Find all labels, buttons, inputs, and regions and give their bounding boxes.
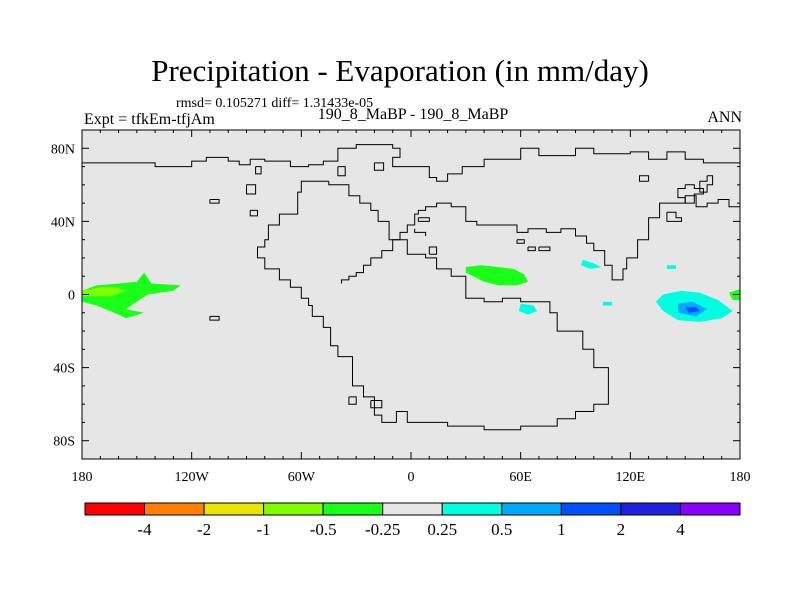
labelbar-label: -4: [137, 520, 152, 539]
labelbar-box: [382, 502, 443, 516]
labelbar-label: -2: [197, 520, 211, 539]
x-tick-label: 120W: [175, 470, 210, 485]
labelbar-label: -1: [257, 520, 271, 539]
coastline-5: [337, 166, 346, 177]
labelbar-box: [620, 502, 681, 516]
season-label: ANN: [707, 109, 742, 126]
x-tick-label: 0: [408, 470, 415, 485]
x-tick-label: 180: [730, 470, 751, 485]
coastline-13: [370, 400, 383, 409]
labelbar-box: [680, 502, 741, 516]
coastline-17: [417, 217, 430, 222]
y-tick-label: 40N: [51, 215, 75, 230]
experiment-label: Expt = tfkEm-tfjAm: [84, 111, 215, 128]
labelbar-label: -0.25: [365, 520, 400, 539]
labelbar-box: [322, 502, 384, 516]
coastline-22: [209, 315, 220, 321]
coastline-7: [255, 166, 262, 175]
map-title: Precipitation - Evaporation (in mm/day): [151, 53, 649, 88]
map-background: [82, 130, 740, 459]
contour-fills: [82, 259, 740, 322]
contour-region-6: [685, 307, 700, 313]
coastline-18: [428, 246, 438, 255]
labelbar-box: [441, 502, 503, 516]
labelbar-label: -0.5: [310, 520, 337, 539]
contour-region-7: [518, 303, 538, 315]
y-tick-label: 80S: [53, 435, 75, 450]
coastline-20: [527, 246, 536, 252]
coastline-2: [677, 184, 704, 204]
x-tick-label: 180: [72, 470, 93, 485]
labelbar-box: [84, 502, 145, 516]
labelbar-label: 0.25: [427, 520, 457, 539]
x-tick-label: 120E: [616, 470, 646, 485]
coastline-19: [516, 239, 525, 244]
labelbar-label: 2: [617, 520, 626, 539]
coastline-9: [249, 209, 258, 217]
x-axis: 180 120W 60W 0 60E 120E 180: [72, 130, 751, 485]
coastline-11: [257, 180, 609, 431]
coastline-14: [414, 195, 740, 281]
coastline-15: [341, 224, 415, 284]
contour-region-0: [82, 272, 181, 319]
contour-region-9: [602, 301, 613, 306]
coastline-1: [639, 175, 650, 182]
y-tick-label: 80N: [51, 142, 75, 157]
coastline-4: [666, 211, 682, 222]
x-tick-label: 60E: [509, 470, 532, 485]
coastline-12: [348, 396, 357, 405]
coastline-16: [414, 228, 427, 236]
y-tick-label: 40S: [53, 362, 75, 377]
coastline-8: [246, 184, 257, 195]
coastline-3: [699, 175, 714, 193]
labelbar-box: [560, 502, 622, 516]
y-tick-label: 0: [68, 289, 75, 304]
y-axis: 80N 40N 0 40S 80S: [51, 129, 740, 460]
labelbar-box: [501, 502, 562, 516]
color-labelbar: -4 -2 -1 -0.5 -0.25 0.25 0.5 1 2 4: [84, 502, 741, 539]
coastline-10: [209, 199, 220, 204]
coastline-0: [82, 144, 740, 182]
coastline-21: [538, 246, 551, 252]
contour-region-1: [82, 287, 126, 297]
labelbar-box: [203, 502, 265, 516]
contour-region-10: [666, 265, 676, 269]
labelbar-box: [263, 502, 324, 516]
rmsd-diff-stats: rmsd= 0.105271 diff= 1.31433e-05: [176, 96, 374, 111]
coastlines: [82, 144, 740, 431]
x-tick-label: 60W: [288, 470, 316, 485]
contour-region-8: [581, 259, 602, 269]
contour-region-2: [465, 265, 528, 286]
labelbar-label: 1: [557, 520, 566, 539]
labelbar-box: [144, 502, 205, 516]
labelbar-label: 0.5: [491, 520, 512, 539]
coastline-6: [373, 162, 385, 171]
labelbar-label: 4: [676, 520, 685, 539]
case-id-label: 190_8_MaBP - 190_8_MaBP: [317, 106, 509, 123]
